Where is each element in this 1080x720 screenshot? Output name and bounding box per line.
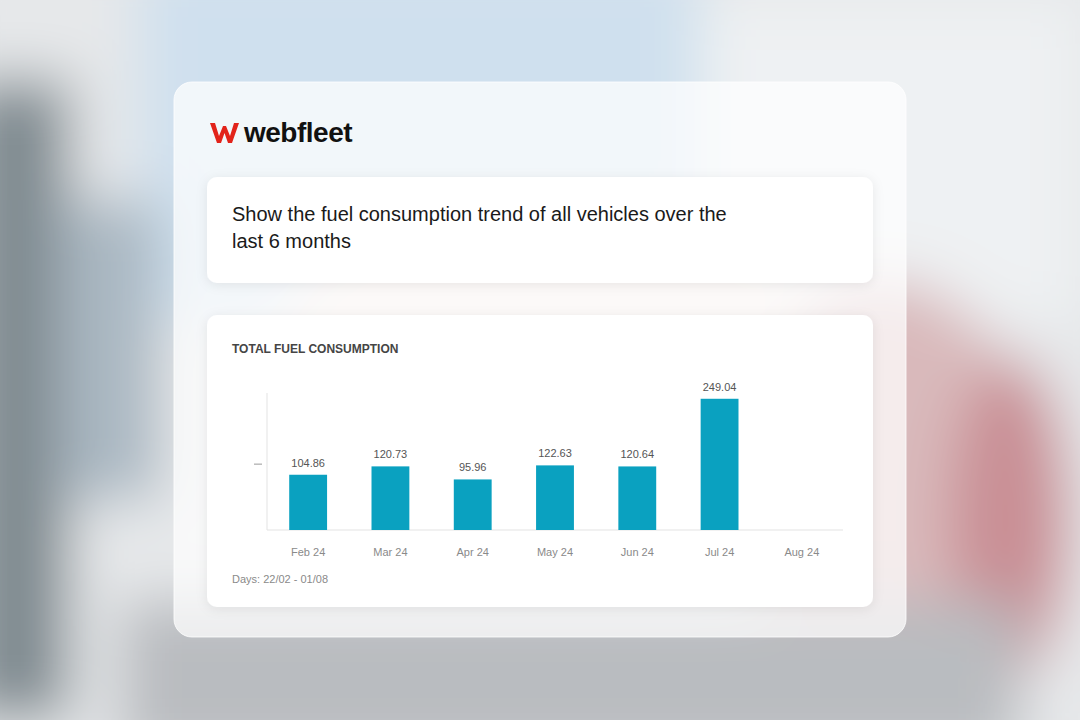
page: webfleet Show the fuel consumption trend …	[0, 0, 1080, 720]
bar	[454, 479, 492, 530]
prompt: Show the fuel consumption trend of all v…	[232, 203, 727, 252]
chart-title: TOTAL FUEL CONSUMPTION	[232, 342, 398, 356]
x-tick-label: Feb 24	[291, 546, 325, 558]
bg-base	[0, 0, 1080, 720]
bar	[618, 466, 656, 530]
bar	[536, 465, 574, 530]
chart-panel	[207, 315, 873, 607]
bar	[289, 475, 327, 530]
data-label: 104.86	[291, 457, 325, 469]
bars	[289, 399, 738, 530]
bg-frame	[0, 80, 70, 720]
y-tick	[254, 464, 262, 465]
note: Days: 22/02 - 01/08	[232, 573, 328, 585]
outer-card	[174, 82, 906, 637]
data-label: 249.04	[703, 381, 737, 393]
x-tick-label: Jul 24	[705, 546, 734, 558]
x-tick-label: May 24	[537, 546, 573, 558]
data-label: 122.63	[538, 447, 572, 459]
data-label: 120.73	[374, 448, 408, 460]
logo-icon	[210, 123, 239, 143]
x-tick-label: Jun 24	[621, 546, 654, 558]
x-tick-label: Aug 24	[784, 546, 819, 558]
bar	[701, 399, 739, 530]
prompt-line: Show the fuel consumption trend of all v…	[232, 203, 727, 225]
bg-left	[60, 200, 160, 500]
x-tick-label: Mar 24	[373, 546, 407, 558]
logo-mark	[210, 123, 239, 143]
bar	[372, 466, 410, 530]
x-tick-label: Apr 24	[457, 546, 489, 558]
prompt-box	[207, 177, 873, 283]
prompt-line: last 6 months	[232, 230, 351, 252]
data-label: 120.64	[620, 448, 654, 460]
brand: webfleet	[243, 117, 352, 148]
background	[0, 0, 1080, 720]
data-label: 95.96	[459, 461, 487, 473]
y-axis	[267, 393, 268, 530]
